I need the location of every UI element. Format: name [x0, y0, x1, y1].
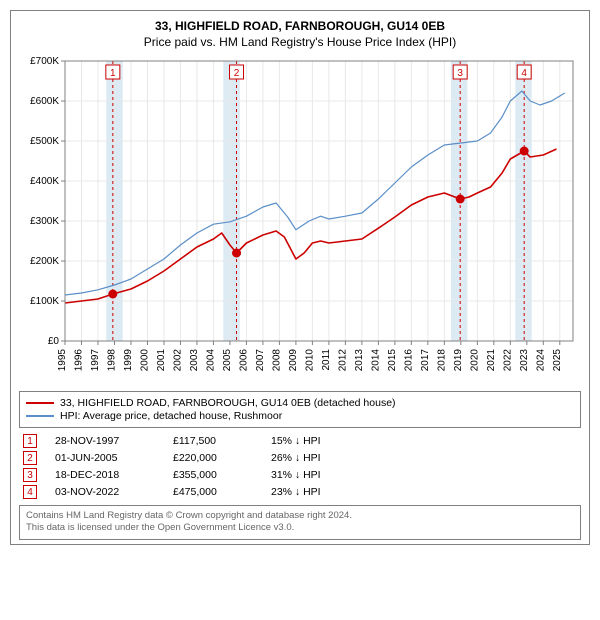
- svg-text:2022: 2022: [502, 349, 513, 372]
- legend-label: HPI: Average price, detached house, Rush…: [60, 410, 282, 422]
- svg-text:2021: 2021: [486, 349, 497, 372]
- svg-text:2018: 2018: [436, 349, 447, 372]
- transaction-date: 03-NOV-2022: [55, 486, 155, 498]
- svg-text:2024: 2024: [535, 349, 546, 372]
- svg-text:2003: 2003: [189, 349, 200, 372]
- legend-item: 33, HIGHFIELD ROAD, FARNBOROUGH, GU14 0E…: [26, 397, 574, 409]
- svg-text:2020: 2020: [469, 349, 480, 372]
- legend-swatch: [26, 402, 54, 404]
- svg-text:2023: 2023: [519, 349, 530, 372]
- transaction-diff: 15% ↓ HPI: [271, 435, 371, 447]
- table-row: 2 01-JUN-2005 £220,000 26% ↓ HPI: [19, 451, 581, 465]
- legend-swatch: [26, 415, 54, 416]
- transaction-date: 18-DEC-2018: [55, 469, 155, 481]
- plot-area: £0 £100K £200K £300K £400K £500K £600K £700K 199…: [19, 55, 581, 385]
- transaction-price: £220,000: [173, 452, 253, 464]
- svg-text:2005: 2005: [222, 349, 233, 372]
- svg-text:2019: 2019: [453, 349, 464, 372]
- svg-text:1995: 1995: [57, 349, 68, 372]
- chart-title-block: 33, HIGHFIELD ROAD, FARNBOROUGH, GU14 0E…: [19, 19, 581, 49]
- svg-text:1999: 1999: [123, 349, 134, 372]
- transaction-marker: 1: [23, 434, 37, 448]
- legend-label: 33, HIGHFIELD ROAD, FARNBOROUGH, GU14 0E…: [60, 397, 396, 409]
- svg-text:£100K: £100K: [30, 296, 59, 307]
- transaction-date: 01-JUN-2005: [55, 452, 155, 464]
- footer: Contains HM Land Registry data © Crown c…: [19, 505, 581, 540]
- svg-text:2: 2: [234, 68, 240, 79]
- svg-text:3: 3: [457, 68, 463, 79]
- svg-text:2012: 2012: [337, 349, 348, 372]
- transaction-diff: 26% ↓ HPI: [271, 452, 371, 464]
- svg-text:2007: 2007: [255, 349, 266, 372]
- svg-text:2000: 2000: [139, 349, 150, 372]
- svg-text:1998: 1998: [106, 349, 117, 372]
- transactions-table: 1 28-NOV-1997 £117,500 15% ↓ HPI 2 01-JU…: [19, 434, 581, 499]
- svg-text:2006: 2006: [238, 349, 249, 372]
- svg-text:2011: 2011: [321, 349, 332, 371]
- legend-item: HPI: Average price, detached house, Rush…: [26, 410, 574, 422]
- svg-text:2002: 2002: [172, 349, 183, 372]
- svg-text:£300K: £300K: [30, 216, 59, 227]
- transaction-price: £117,500: [173, 435, 253, 447]
- transaction-diff: 23% ↓ HPI: [271, 486, 371, 498]
- chart-container: 33, HIGHFIELD ROAD, FARNBOROUGH, GU14 0E…: [10, 10, 590, 545]
- svg-text:£400K: £400K: [30, 176, 59, 187]
- svg-text:2009: 2009: [288, 349, 299, 372]
- footer-line: Contains HM Land Registry data © Crown c…: [26, 510, 574, 522]
- transaction-date: 28-NOV-1997: [55, 435, 155, 447]
- table-row: 4 03-NOV-2022 £475,000 23% ↓ HPI: [19, 485, 581, 499]
- legend: 33, HIGHFIELD ROAD, FARNBOROUGH, GU14 0E…: [19, 391, 581, 428]
- chart-title: 33, HIGHFIELD ROAD, FARNBOROUGH, GU14 0E…: [19, 19, 581, 33]
- transaction-price: £355,000: [173, 469, 253, 481]
- transaction-marker: 3: [23, 468, 37, 482]
- svg-text:£600K: £600K: [30, 96, 59, 107]
- transaction-diff: 31% ↓ HPI: [271, 469, 371, 481]
- svg-text:1: 1: [110, 68, 116, 79]
- svg-text:£500K: £500K: [30, 136, 59, 147]
- svg-text:2017: 2017: [420, 349, 431, 372]
- transaction-price: £475,000: [173, 486, 253, 498]
- svg-text:2015: 2015: [387, 349, 398, 372]
- svg-text:2004: 2004: [205, 349, 216, 372]
- transaction-marker: 4: [23, 485, 37, 499]
- svg-text:2001: 2001: [156, 349, 167, 372]
- table-row: 1 28-NOV-1997 £117,500 15% ↓ HPI: [19, 434, 581, 448]
- svg-text:£700K: £700K: [30, 56, 59, 67]
- svg-text:4: 4: [521, 68, 527, 79]
- chart-subtitle: Price paid vs. HM Land Registry's House …: [19, 35, 581, 49]
- svg-text:£0: £0: [48, 336, 60, 347]
- svg-text:2010: 2010: [304, 349, 315, 372]
- transaction-marker: 2: [23, 451, 37, 465]
- footer-line: This data is licensed under the Open Gov…: [26, 522, 574, 534]
- svg-text:2025: 2025: [552, 349, 563, 372]
- svg-text:2014: 2014: [370, 349, 381, 372]
- svg-text:1996: 1996: [73, 349, 84, 372]
- svg-text:2008: 2008: [271, 349, 282, 372]
- svg-text:£200K: £200K: [30, 256, 59, 267]
- table-row: 3 18-DEC-2018 £355,000 31% ↓ HPI: [19, 468, 581, 482]
- line-chart-svg: £0 £100K £200K £300K £400K £500K £600K £700K 199…: [19, 55, 579, 385]
- svg-text:2013: 2013: [354, 349, 365, 372]
- svg-text:2016: 2016: [403, 349, 414, 372]
- svg-text:1997: 1997: [90, 349, 101, 372]
